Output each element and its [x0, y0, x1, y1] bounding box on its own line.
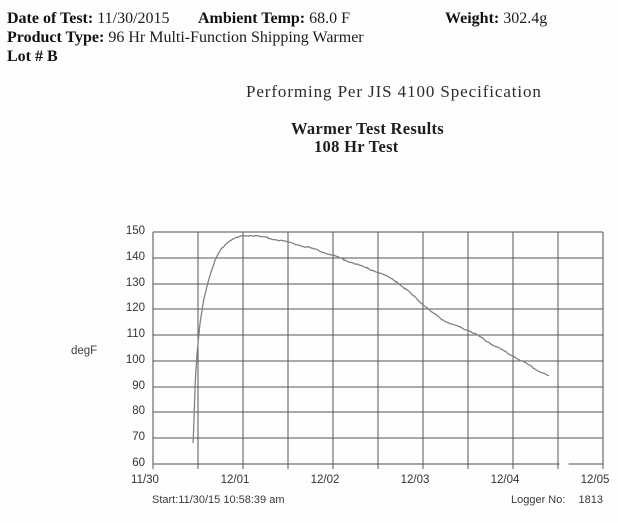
plot-area — [152, 231, 604, 469]
y-tick-label: 120 — [125, 302, 145, 314]
temperature-curve — [192, 234, 550, 444]
logger-no-value: 1813 — [578, 494, 603, 506]
ambient-temp-field: Ambient Temp: 68.0 F — [198, 10, 350, 28]
y-tick-label: 140 — [125, 251, 145, 263]
x-tick-label: 12/05 — [580, 474, 610, 486]
x-tick-label: 11/30 — [131, 474, 159, 486]
date-of-test-field: Date of Test: 11/30/2015 — [7, 10, 170, 28]
x-tick-label: 12/03 — [400, 474, 430, 486]
weight-label: Weight: — [445, 10, 500, 27]
product-type-value: 96 Hr Multi-Function Shipping Warmer — [108, 29, 364, 46]
product-type-field: Product Type: 96 Hr Multi-Function Shipp… — [7, 29, 364, 47]
logger-note: Logger No: 1813 — [511, 494, 603, 506]
y-tick-label: 110 — [126, 328, 145, 340]
page-title: Warmer Test Results — [291, 119, 444, 138]
y-tick-label: 100 — [125, 354, 145, 366]
weight-value: 302.4g — [503, 10, 548, 27]
start-time-note: Start:11/30/15 10:58:39 am — [152, 494, 285, 506]
x-tick-label: 12/02 — [310, 474, 340, 486]
ambient-temp-label: Ambient Temp: — [198, 10, 306, 27]
date-of-test-label: Date of Test: — [7, 10, 94, 27]
y-tick-label: 60 — [132, 457, 145, 469]
x-tick-label: 12/01 — [220, 474, 250, 486]
scan-artifact-axis-gap — [559, 461, 569, 467]
x-tick-label: 12/04 — [490, 474, 520, 486]
y-axis-unit-label: degF — [71, 345, 98, 357]
page-subtitle: 108 Hr Test — [314, 137, 399, 156]
y-tick-label: 150 — [125, 225, 145, 237]
weight-field: Weight: 302.4g — [445, 10, 547, 28]
y-tick-label: 80 — [132, 405, 145, 417]
ambient-temp-value: 68.0 F — [309, 10, 351, 27]
product-type-label: Product Type: — [7, 29, 105, 46]
y-tick-label: 90 — [132, 380, 145, 392]
spec-line: Performing Per JIS 4100 Specification — [246, 82, 542, 101]
logger-no-label: Logger No: — [511, 494, 566, 506]
y-tick-label: 130 — [125, 277, 145, 289]
y-tick-label: 70 — [132, 431, 145, 443]
date-of-test-value: 11/30/2015 — [97, 10, 170, 27]
lot-field: Lot # B — [7, 48, 58, 66]
lot-label: Lot # B — [7, 48, 58, 65]
